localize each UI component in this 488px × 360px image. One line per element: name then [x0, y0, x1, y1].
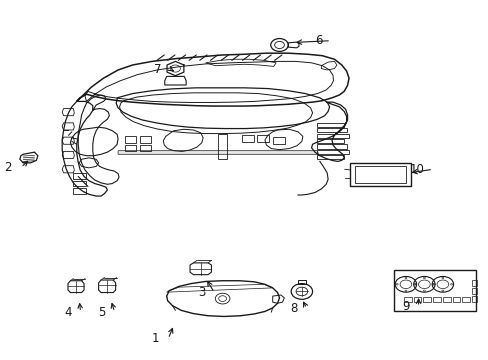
Text: 4: 4 [64, 306, 72, 319]
Text: 6: 6 [314, 34, 322, 47]
Text: 3: 3 [198, 286, 205, 299]
Text: 7: 7 [154, 63, 162, 76]
Text: 5: 5 [99, 306, 106, 319]
Polygon shape [118, 151, 318, 154]
Text: 10: 10 [408, 163, 424, 176]
Text: 8: 8 [290, 302, 297, 315]
Text: 1: 1 [152, 333, 159, 346]
Text: 2: 2 [4, 161, 12, 174]
Text: 9: 9 [402, 300, 409, 313]
